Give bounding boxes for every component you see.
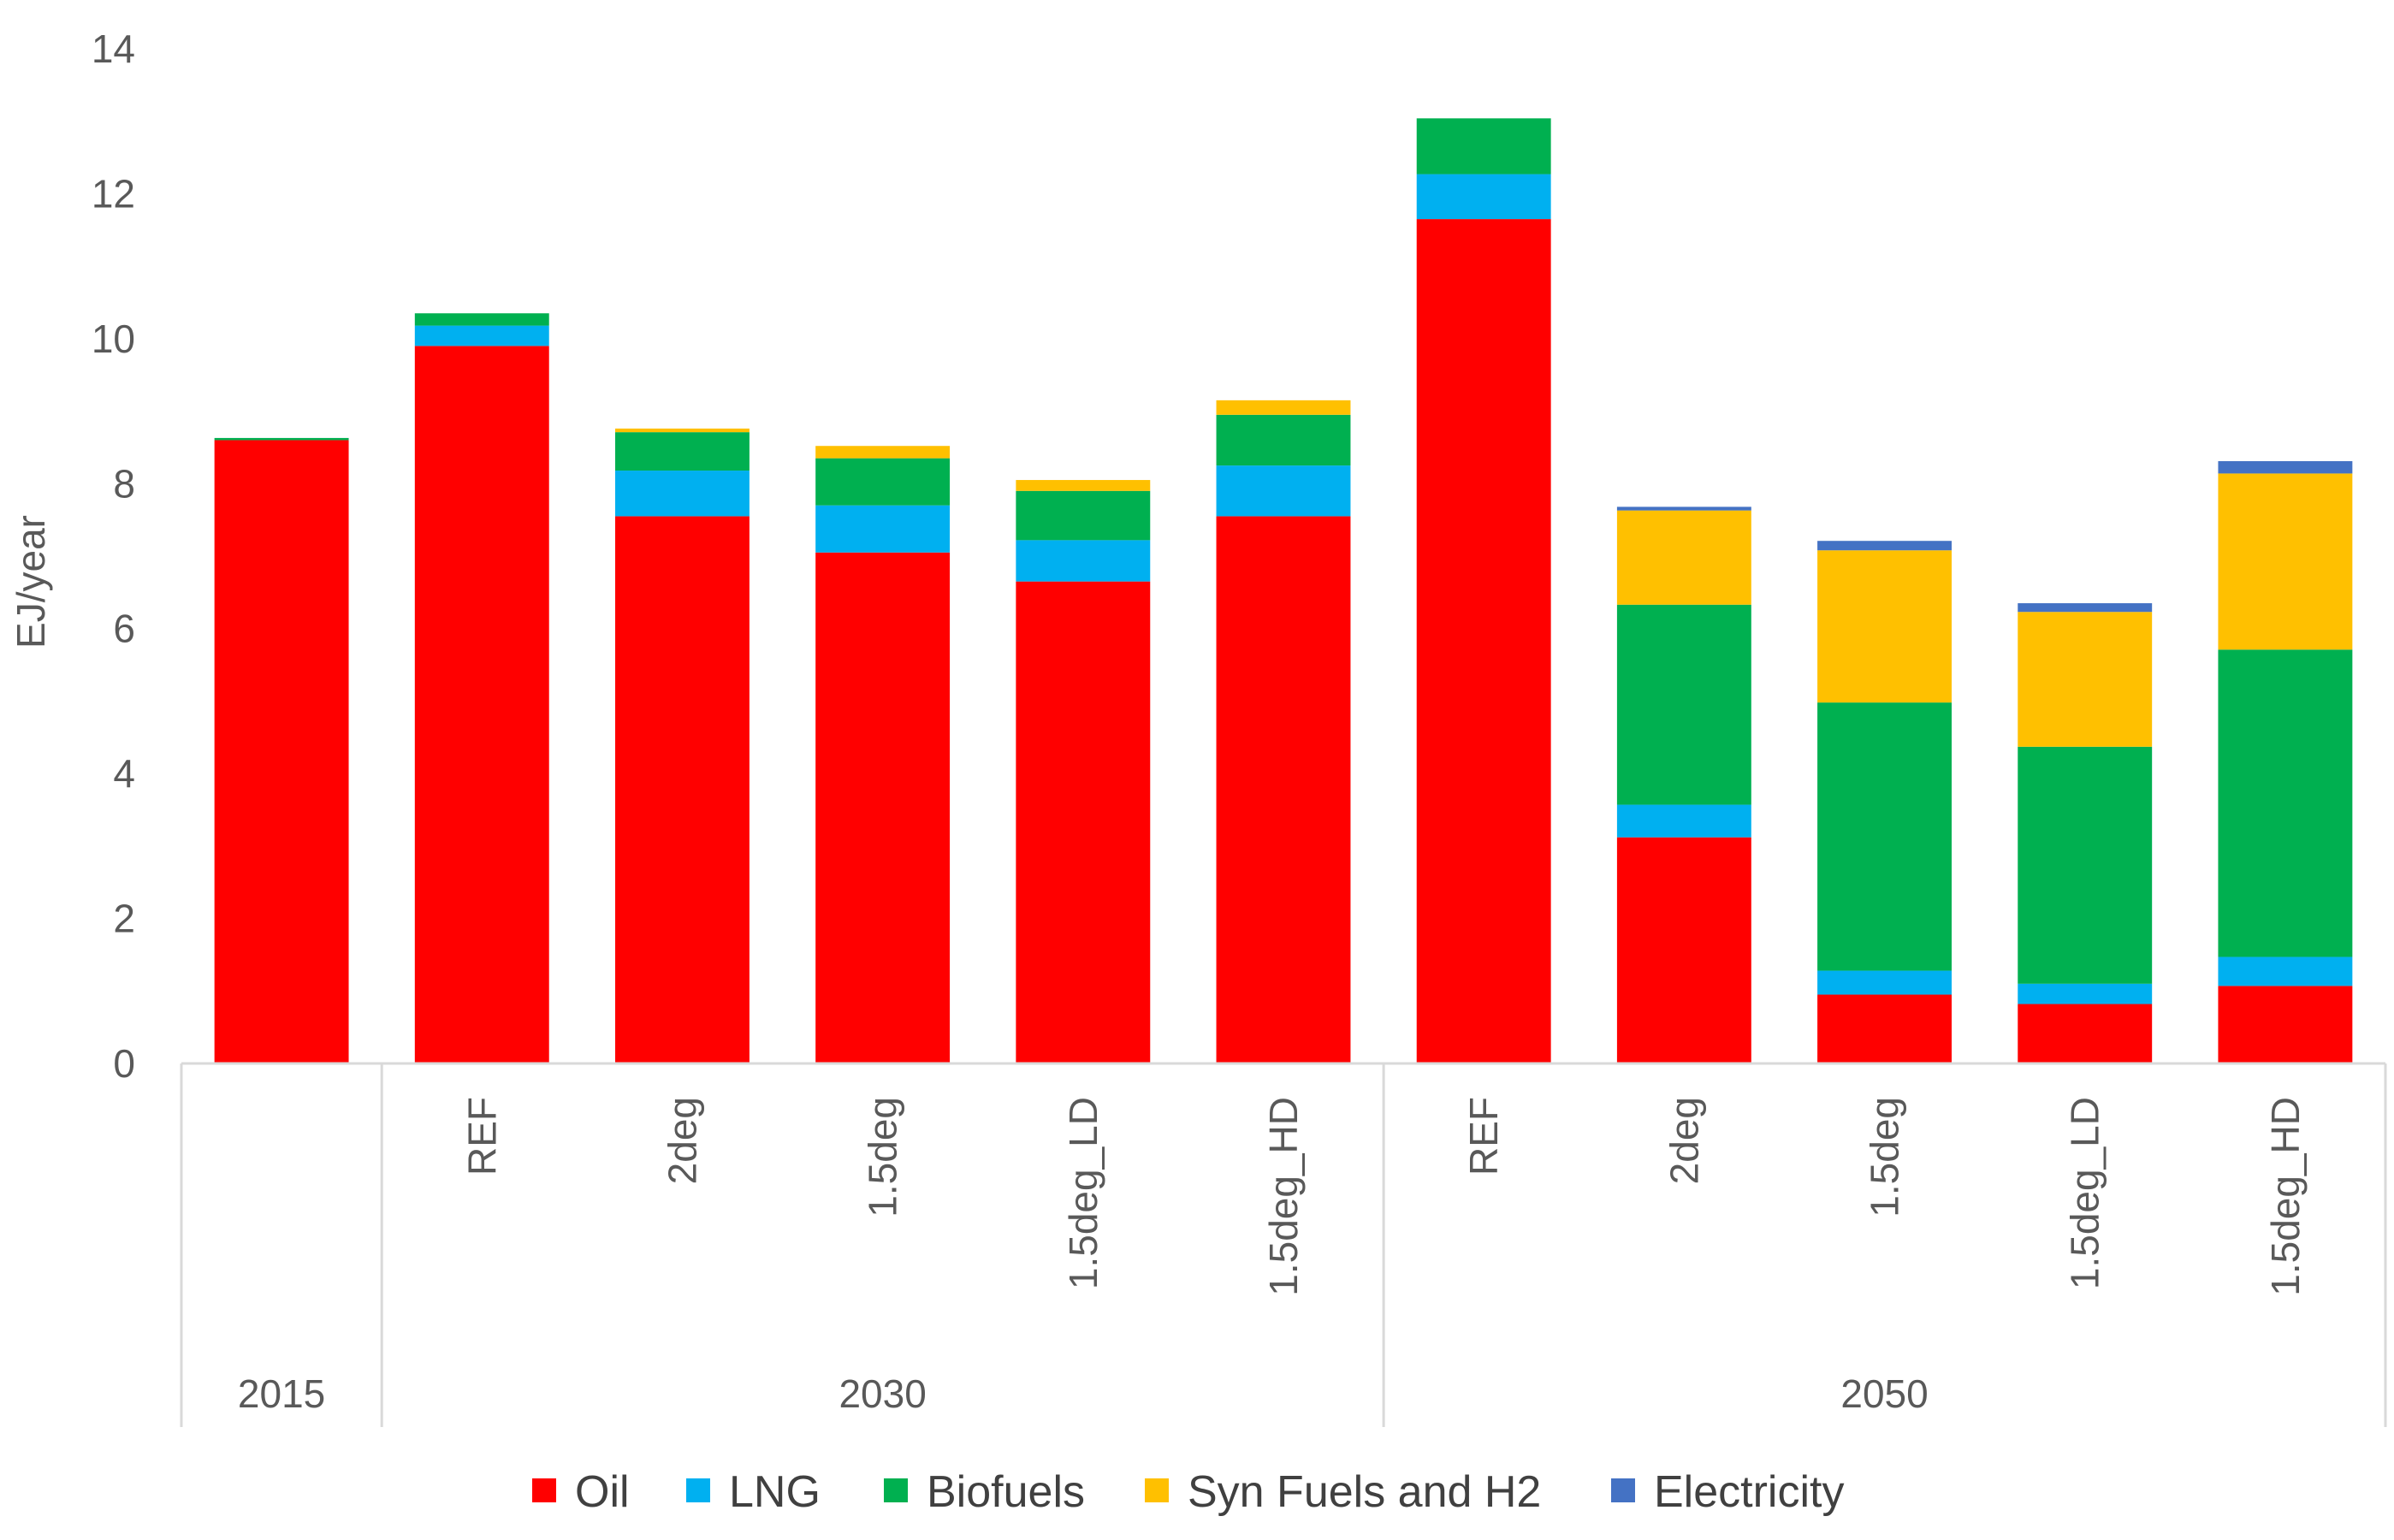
bar-segment-oil bbox=[1016, 581, 1151, 1063]
legend-label: Biofuels bbox=[927, 1467, 1085, 1517]
bar-segment-syn-fuels-and-h2 bbox=[615, 428, 750, 433]
bar-segment-lng bbox=[2218, 957, 2353, 986]
bar-segment-oil bbox=[1216, 516, 1351, 1063]
bar-segment-syn-fuels-and-h2 bbox=[2218, 473, 2353, 650]
x-group-label: 2050 bbox=[1840, 1371, 1928, 1416]
bar-segment-syn-fuels-and-h2 bbox=[1817, 550, 1952, 703]
bar-segment-lng bbox=[1016, 540, 1151, 582]
bar-segment-electricity bbox=[1817, 541, 1952, 551]
legend-swatch bbox=[1145, 1478, 1169, 1502]
legend-swatch bbox=[532, 1478, 556, 1502]
legend-swatch bbox=[686, 1478, 710, 1502]
x-category-label: 1.5deg_LD bbox=[2063, 1097, 2107, 1289]
bar-segment-syn-fuels-and-h2 bbox=[1616, 510, 1751, 605]
bar-segment-lng bbox=[1216, 465, 1351, 517]
bar-segment-biofuels bbox=[2018, 746, 2153, 984]
x-category-label: 2deg bbox=[660, 1097, 704, 1184]
y-tick-label: 0 bbox=[113, 1041, 135, 1086]
bar-segment-oil bbox=[414, 346, 549, 1064]
bar-segment-biofuels bbox=[1416, 118, 1551, 175]
x-group-label: 2015 bbox=[238, 1371, 325, 1416]
bar-segment-oil bbox=[1817, 994, 1952, 1063]
bar-segment-lng bbox=[414, 325, 549, 346]
bar-segment-syn-fuels-and-h2 bbox=[815, 446, 951, 459]
bar-segment-syn-fuels-and-h2 bbox=[2018, 612, 2153, 747]
legend-label: Oil bbox=[575, 1467, 630, 1517]
legend-label: LNG bbox=[729, 1467, 821, 1517]
y-tick-label: 8 bbox=[113, 461, 135, 506]
bar-segment-oil bbox=[1416, 219, 1551, 1064]
bar-segment-biofuels bbox=[214, 437, 349, 441]
y-tick-label: 6 bbox=[113, 607, 135, 651]
legend-swatch bbox=[1611, 1478, 1635, 1502]
x-category-label: 1.5deg_LD bbox=[1061, 1097, 1105, 1289]
bar-segment-electricity bbox=[1616, 506, 1751, 511]
bar-segment-lng bbox=[815, 505, 951, 553]
x-axis: 2015 REF 2deg 1.5deg 1.5deg_LD 1.5deg_HD 2030 R… bbox=[180, 1062, 2387, 1427]
bar-segment-biofuels bbox=[1016, 490, 1151, 541]
y-axis-title: EJ/year bbox=[9, 515, 53, 649]
x-category-label: 1.5deg bbox=[1863, 1097, 1907, 1217]
y-tick-label: 2 bbox=[113, 897, 135, 941]
bar-segment-oil bbox=[1616, 837, 1751, 1063]
bars bbox=[214, 118, 2353, 1064]
bar-segment-lng bbox=[1817, 970, 1952, 995]
x-category-label: REF bbox=[459, 1097, 504, 1176]
bar-segment-lng bbox=[2018, 983, 2153, 1004]
x-group-label: 2030 bbox=[838, 1371, 926, 1416]
bar-segment-biofuels bbox=[815, 458, 951, 506]
y-tick-label: 10 bbox=[92, 317, 135, 361]
bar-segment-oil bbox=[2218, 986, 2353, 1063]
bar-segment-biofuels bbox=[615, 432, 750, 471]
x-category-label: 2deg bbox=[1662, 1097, 1706, 1184]
bar-segment-electricity bbox=[2018, 603, 2153, 613]
bar-segment-oil bbox=[2018, 1004, 2153, 1063]
bar-segment-electricity bbox=[2218, 461, 2353, 474]
y-tick-label: 14 bbox=[92, 27, 135, 71]
legend: Oil LNG Biofuels Syn Fuels and H2 Electricit… bbox=[532, 1467, 1844, 1517]
legend-swatch bbox=[884, 1478, 908, 1502]
x-category-label: 1.5deg_HD bbox=[1261, 1097, 1306, 1296]
bar-segment-syn-fuels-and-h2 bbox=[1216, 400, 1351, 415]
bar-segment-oil bbox=[815, 552, 951, 1063]
y-tick-label: 4 bbox=[113, 751, 135, 796]
bar-segment-lng bbox=[1616, 804, 1751, 838]
x-category-label: REF bbox=[1461, 1097, 1506, 1176]
y-axis: 0 2 4 6 8 10 12 14 bbox=[92, 27, 135, 1086]
bar-segment-biofuels bbox=[2218, 649, 2353, 957]
bar-segment-lng bbox=[615, 471, 750, 517]
bar-segment-biofuels bbox=[1616, 604, 1751, 805]
bar-segment-syn-fuels-and-h2 bbox=[1016, 480, 1151, 491]
x-category-label: 1.5deg bbox=[861, 1097, 905, 1217]
bar-segment-biofuels bbox=[1216, 414, 1351, 466]
bar-segment-biofuels bbox=[1817, 702, 1952, 971]
legend-label: Electricity bbox=[1654, 1467, 1844, 1517]
y-tick-label: 12 bbox=[92, 171, 135, 216]
bar-segment-oil bbox=[615, 516, 750, 1063]
x-category-label: 1.5deg_HD bbox=[2263, 1097, 2308, 1296]
bar-segment-lng bbox=[1416, 174, 1551, 220]
bar-segment-biofuels bbox=[414, 313, 549, 326]
bar-segment-oil bbox=[214, 440, 349, 1063]
legend-label: Syn Fuels and H2 bbox=[1188, 1467, 1541, 1517]
